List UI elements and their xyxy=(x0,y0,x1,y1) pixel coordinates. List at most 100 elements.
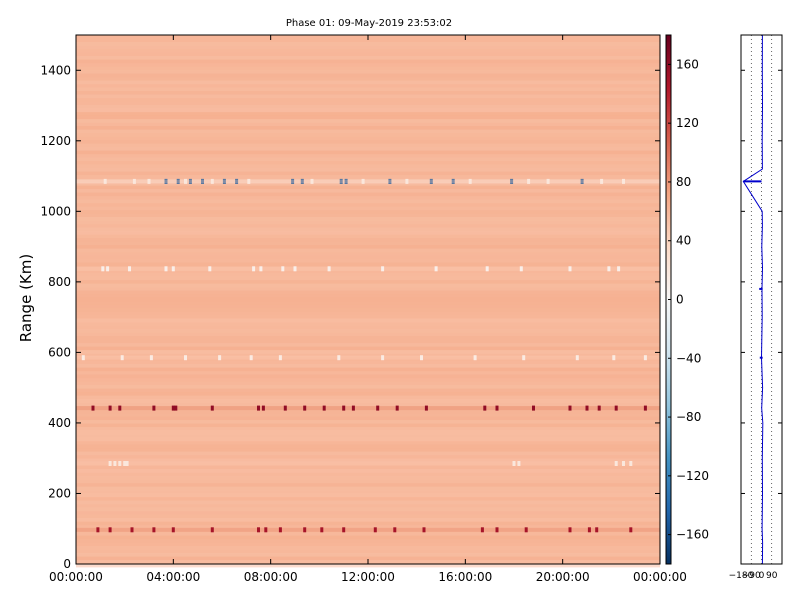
colorbar-ticks: 160 120 80 40 0 −40 −80 −120 −160 xyxy=(668,57,709,542)
heatmap-row-band xyxy=(76,416,660,421)
heatmap-row-band xyxy=(76,49,660,53)
heatmap-row-band xyxy=(76,294,660,298)
heatmap-cell xyxy=(468,178,472,184)
heatmap-cell xyxy=(351,405,355,411)
heatmap-cell xyxy=(320,527,324,533)
heatmap-cell xyxy=(495,405,499,411)
heatmap-cell xyxy=(152,405,156,411)
heatmap-cell xyxy=(171,527,175,533)
heatmap-row-band xyxy=(76,217,660,221)
heatmap-row-band xyxy=(76,423,660,428)
heatmap-row-band xyxy=(76,196,660,200)
heatmap-row-band xyxy=(76,413,660,417)
heatmap-cell xyxy=(108,405,112,411)
heatmap-cell xyxy=(247,178,251,184)
heatmap-cell xyxy=(278,355,282,361)
heatmap-cell xyxy=(257,527,260,533)
heatmap-cell xyxy=(174,405,178,411)
heatmap-row-band xyxy=(76,521,660,526)
y-tick-label: 1000 xyxy=(40,204,71,218)
heatmap-row-band xyxy=(76,199,660,204)
heatmap-cell xyxy=(519,266,523,272)
heatmap-cell xyxy=(303,527,307,533)
y-tick-label: 400 xyxy=(48,416,71,430)
heatmap-cell xyxy=(612,355,616,361)
heatmap-row-band xyxy=(76,241,660,246)
heatmap-row-band xyxy=(76,388,660,393)
heatmap-cell xyxy=(201,178,204,184)
heatmap-cell xyxy=(101,266,105,272)
heatmap-cell xyxy=(261,405,265,411)
heatmap-band xyxy=(76,406,660,411)
heatmap-row-band xyxy=(76,238,660,242)
heatmap-row-band xyxy=(76,336,660,340)
heatmap-row-band xyxy=(76,364,660,368)
heatmap-row-band xyxy=(76,360,660,365)
heatmap-row-band xyxy=(76,472,660,477)
heatmap-cell xyxy=(546,178,550,184)
heatmap-cell xyxy=(300,178,304,184)
heatmap-row-band xyxy=(76,301,660,305)
heatmap-plot: 00:00:00 04:00:00 08:00:00 12:00:00 16:00:00… xyxy=(40,34,687,584)
chart-title: Phase 01: 09-May-2019 23:53:02 xyxy=(286,18,452,29)
heatmap-row-band xyxy=(76,143,660,148)
heatmap-band xyxy=(76,355,660,360)
heatmap-cell xyxy=(149,355,153,361)
heatmap-row-band xyxy=(76,108,660,113)
heatmap-row-band xyxy=(76,45,660,50)
heatmap-cell xyxy=(622,178,625,184)
heatmap-cell xyxy=(629,527,633,533)
heatmap-cell xyxy=(575,355,579,361)
heatmap-row-band xyxy=(76,490,660,494)
heatmap-row-band xyxy=(76,266,660,270)
heatmap-band xyxy=(76,266,660,271)
heatmap-cell xyxy=(344,178,348,184)
heatmap-cell xyxy=(235,178,239,184)
heatmap-cell xyxy=(480,527,484,533)
heatmap-row-band xyxy=(76,420,660,424)
heatmap-row-band xyxy=(76,367,660,372)
heatmap-row-band xyxy=(76,234,660,239)
heatmap-row-band xyxy=(76,402,660,407)
heatmap-row-band xyxy=(76,224,660,228)
heatmap-row-band xyxy=(76,409,660,414)
heatmap-cells xyxy=(76,178,660,533)
heatmap-cell xyxy=(337,355,341,361)
heatmap-cell xyxy=(381,355,385,361)
heatmap-cell xyxy=(395,405,399,411)
heatmap-cell xyxy=(118,461,122,466)
heatmap-row-band xyxy=(76,315,660,319)
heatmap-cell xyxy=(128,266,131,272)
heatmap-row-band xyxy=(76,171,660,176)
heatmap-row-band xyxy=(76,350,660,354)
heatmap-cell xyxy=(123,461,127,466)
heatmap-row-band xyxy=(76,248,660,253)
heatmap-row-band xyxy=(76,511,660,515)
heatmap-row-band xyxy=(76,168,660,172)
heatmap-cell xyxy=(587,527,591,533)
heatmap-row-band xyxy=(76,269,660,274)
heatmap-row-band xyxy=(76,539,660,543)
heatmap-cell xyxy=(643,405,647,411)
colorbar-tick-label: 0 xyxy=(676,293,684,307)
heatmap-cell xyxy=(595,527,599,533)
heatmap-cell xyxy=(91,405,95,411)
heatmap-cell xyxy=(622,461,625,466)
heatmap-cell xyxy=(184,178,187,184)
side-x-tick-label: −180 xyxy=(729,571,754,581)
heatmap-cell xyxy=(424,405,428,411)
heatmap-cell xyxy=(152,527,156,533)
heatmap-row-band xyxy=(76,399,660,403)
heatmap-row-band xyxy=(76,136,660,141)
side-profile-line xyxy=(742,34,764,565)
heatmap-row-band xyxy=(76,535,660,540)
heatmap-row-band xyxy=(76,133,660,137)
x-tick-label: 20:00:00 xyxy=(536,570,590,584)
heatmap-row-band xyxy=(76,175,660,179)
heatmap-row-band xyxy=(76,556,660,561)
heatmap-row-band xyxy=(76,203,660,207)
heatmap-band xyxy=(76,461,660,466)
heatmap-row-band xyxy=(76,479,660,484)
heatmap-row-band xyxy=(76,528,660,533)
